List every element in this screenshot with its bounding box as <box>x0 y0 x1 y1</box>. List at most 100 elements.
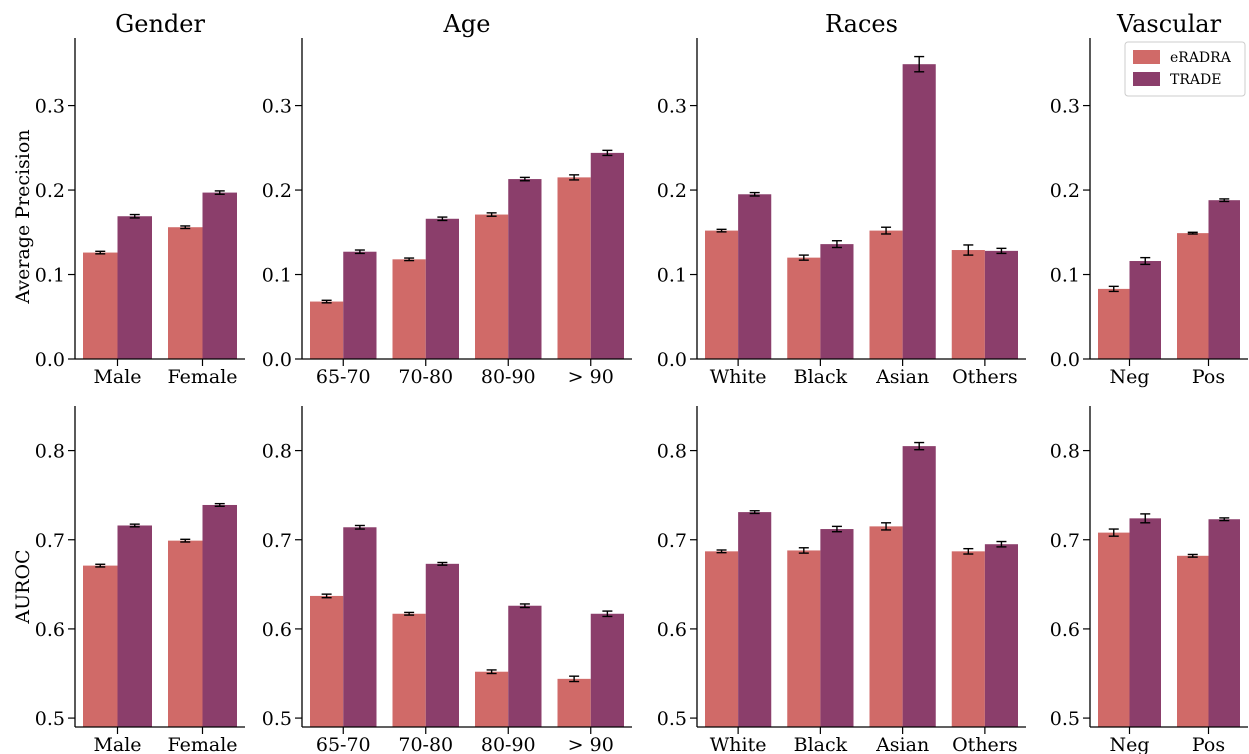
error-bar-eradra-male <box>95 250 106 255</box>
y-tick-label: 0.6 <box>657 619 687 641</box>
bar-eradra-male <box>83 565 118 727</box>
x-tick-label: Asian <box>875 734 929 754</box>
panel-auroc-4: Neg Pos 0.5 0.6 0.7 0.8 <box>1050 406 1248 754</box>
error-bar-trade-80-90 <box>519 176 530 182</box>
bar-eradra-white <box>705 551 739 727</box>
bar-eradra-female <box>168 227 203 359</box>
bar-trade-asian <box>902 446 936 727</box>
y-tick-label: 0.8 <box>657 441 687 463</box>
bar-eradra-male <box>83 252 118 359</box>
y-tick-label: 0.7 <box>657 530 687 552</box>
bar-eradra-black <box>787 257 821 359</box>
y-tick-label: 0.6 <box>1050 619 1080 641</box>
error-bar-eradra-white <box>716 549 727 554</box>
bar-eradra-asian <box>869 230 903 359</box>
bar-trade-80-90 <box>508 179 542 359</box>
error-bar-trade-asian <box>914 441 925 451</box>
x-tick-label: Neg <box>1109 734 1149 754</box>
y-tick-label: 0.5 <box>262 708 292 730</box>
bar-eradra-neg <box>1098 532 1130 727</box>
error-bar-eradra-pos <box>1187 553 1198 558</box>
error-bar-trade-black <box>831 240 842 249</box>
y-tick-label: 0.0 <box>262 349 292 371</box>
bar-trade-others <box>984 544 1018 727</box>
legend-label-eradra: eRADRA <box>1170 50 1232 66</box>
y-tick-label: 0.0 <box>657 349 687 371</box>
error-bar-eradra-others <box>963 547 974 555</box>
bar-eradra-65-70 <box>310 595 344 727</box>
y-tick-label: 0.3 <box>262 96 292 118</box>
legend-label-trade: TRADE <box>1170 72 1221 88</box>
bar-eradra-asian <box>869 526 903 727</box>
error-bar-eradra-70-80 <box>404 611 415 616</box>
bar-trade-white <box>738 194 772 359</box>
panel-auroc-3: White Black Asian Others 0.5 0.6 0.7 0.8 <box>657 406 1026 754</box>
bar-eradra-female <box>168 540 203 727</box>
bar-trade-white <box>738 512 772 727</box>
y-tick-label: 0.1 <box>657 265 687 287</box>
bar-trade-female <box>202 192 237 359</box>
error-bar-trade-65-70 <box>354 524 365 530</box>
x-tick-label: Male <box>93 366 141 388</box>
panel-average-precision-1: Gender Average Precision Male Female 0.0 0.1 0… <box>12 10 245 388</box>
error-bar-eradra-65-70 <box>321 593 332 599</box>
bar-trade-90 <box>590 152 624 359</box>
y-tick-label: 0.8 <box>1050 441 1080 463</box>
error-bar-trade-male <box>129 523 140 528</box>
x-tick-label: 70-80 <box>398 366 453 388</box>
error-bar-trade-pos <box>1219 517 1230 522</box>
bar-trade-asian <box>902 64 936 360</box>
x-tick-label: Pos <box>1192 366 1225 388</box>
error-bar-trade-white <box>749 510 760 515</box>
bar-eradra-neg <box>1098 288 1130 359</box>
panel-average-precision-2: Age 65-70 70-80 80-90 > 90 0.0 0.1 0.2 0.3 <box>262 10 632 388</box>
legend-swatch-eradra <box>1133 50 1160 64</box>
bar-eradra-others <box>951 551 985 727</box>
y-tick-label: 0.2 <box>1050 180 1080 202</box>
error-bar-eradra-asian <box>881 522 892 531</box>
error-bar-trade-others <box>996 540 1007 548</box>
y-axis-label: Average Precision <box>12 129 34 304</box>
error-bar-eradra-neg <box>1108 528 1119 537</box>
y-tick-label: 0.5 <box>1050 708 1080 730</box>
bar-eradra-70-80 <box>392 613 426 727</box>
y-tick-label: 0.5 <box>657 708 687 730</box>
y-tick-label: 0.2 <box>657 180 687 202</box>
y-tick-label: 0.8 <box>262 441 292 463</box>
y-tick-label: 0.3 <box>1050 96 1080 118</box>
bar-trade-male <box>117 525 152 727</box>
y-tick-label: 0.0 <box>35 349 65 371</box>
y-tick-label: 0.7 <box>262 530 292 552</box>
y-tick-label: 0.3 <box>35 96 65 118</box>
error-bar-eradra-80-90 <box>486 669 497 675</box>
bar-trade-80-90 <box>508 605 542 727</box>
bar-trade-65-70 <box>343 251 377 359</box>
bar-trade-male <box>117 216 152 359</box>
error-bar-eradra-asian <box>881 226 892 235</box>
error-bar-trade-90 <box>602 149 613 157</box>
error-bar-trade-70-80 <box>437 561 448 566</box>
x-tick-label: Asian <box>875 366 929 388</box>
bar-trade-black <box>820 529 854 727</box>
y-tick-label: 0.5 <box>35 708 65 730</box>
x-tick-label: Others <box>952 734 1018 754</box>
error-bar-eradra-others <box>963 244 974 256</box>
error-bar-eradra-male <box>95 563 106 568</box>
x-tick-label: Neg <box>1109 366 1149 388</box>
bar-trade-70-80 <box>425 563 459 727</box>
error-bar-eradra-pos <box>1187 231 1198 235</box>
x-tick-label: Pos <box>1192 734 1225 754</box>
error-bar-trade-female <box>214 502 225 508</box>
error-bar-eradra-black <box>798 547 809 554</box>
panel-average-precision-3: Races White Black Asian Others 0.0 0.1 0.2 0.3 <box>657 10 1026 388</box>
legend-swatch-trade <box>1133 72 1160 86</box>
bar-eradra-white <box>705 230 739 359</box>
y-tick-label: 0.2 <box>262 180 292 202</box>
error-bar-trade-others <box>996 247 1007 255</box>
x-tick-label: Female <box>167 366 237 388</box>
panel-auroc-2: 65-70 70-80 80-90 > 90 0.5 0.6 0.7 0.8 <box>262 406 632 754</box>
bar-eradra-black <box>787 550 821 727</box>
error-bar-trade-black <box>831 525 842 533</box>
y-tick-label: 0.1 <box>35 265 65 287</box>
